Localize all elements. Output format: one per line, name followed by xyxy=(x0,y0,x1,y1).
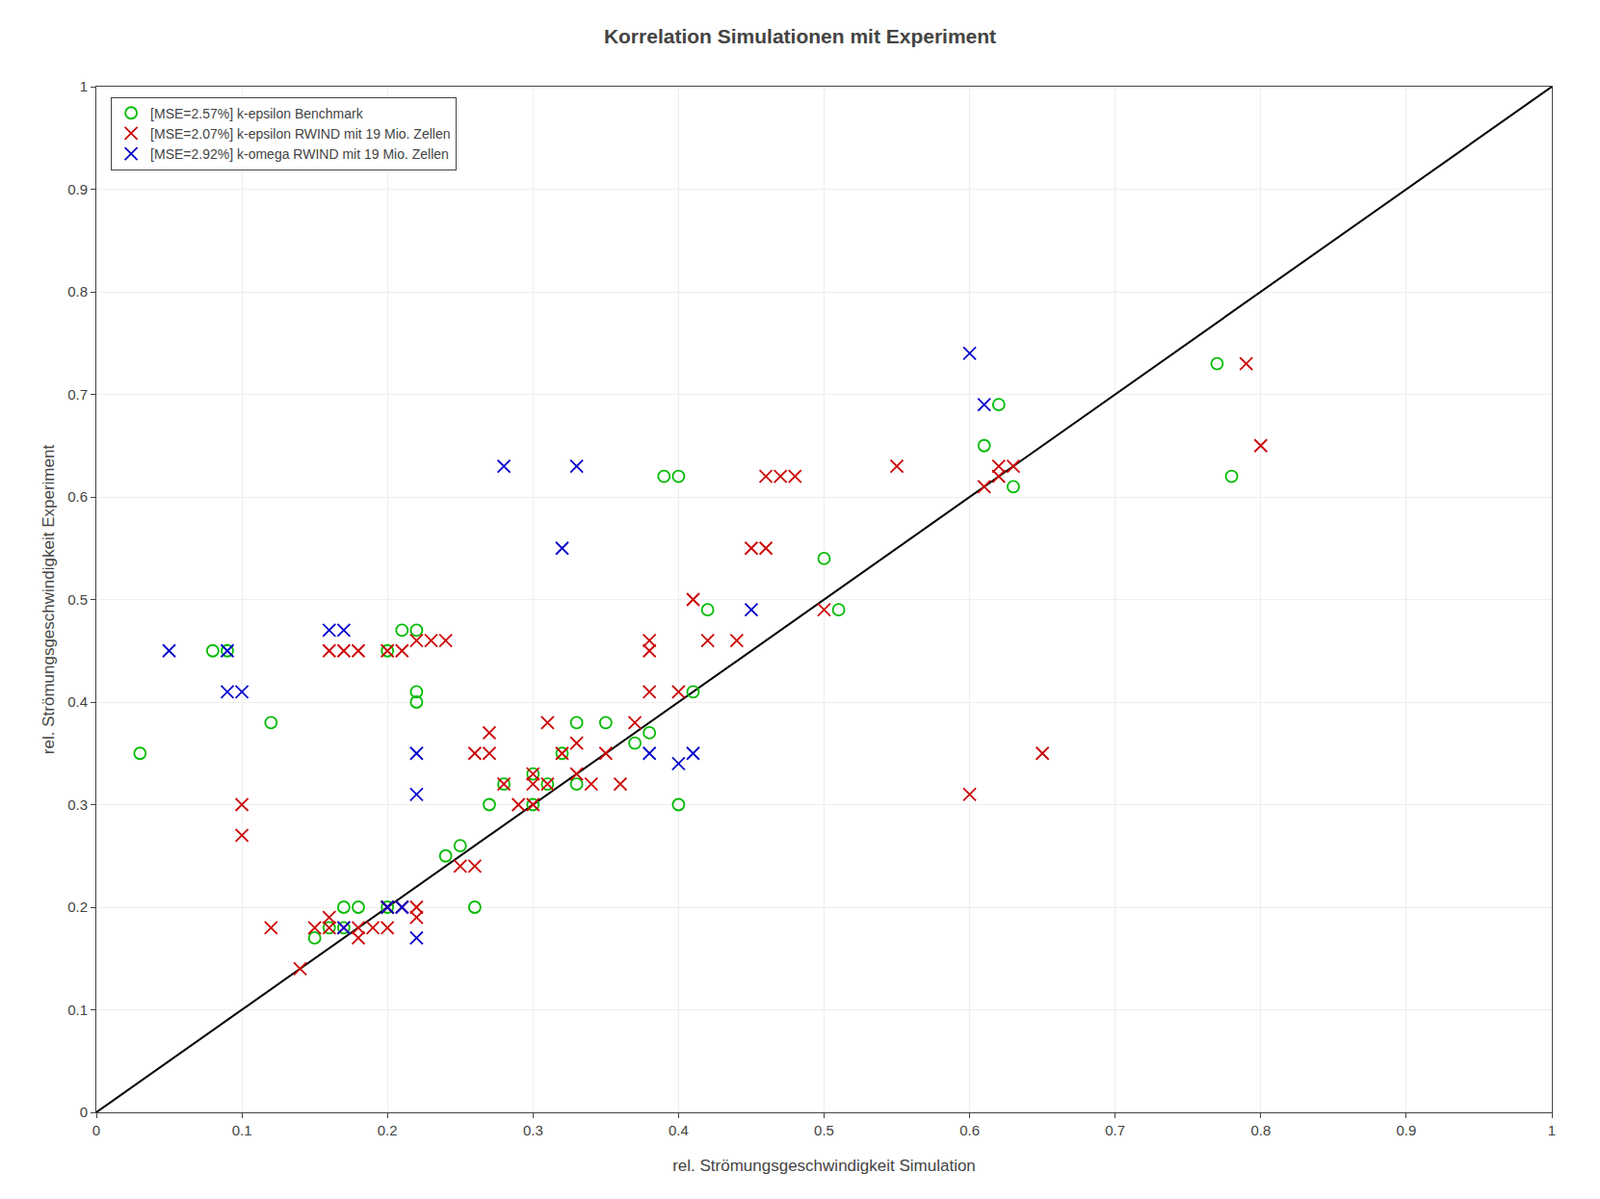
svg-text:0: 0 xyxy=(92,1122,101,1139)
svg-text:1: 1 xyxy=(79,78,88,95)
svg-text:0.9: 0.9 xyxy=(1395,1122,1417,1139)
svg-text:0.8: 0.8 xyxy=(1250,1122,1271,1139)
svg-text:0: 0 xyxy=(79,1103,88,1121)
svg-text:[MSE=2.07%] k-epsilon RWIND mi: [MSE=2.07%] k-epsilon RWIND mit 19 Mio. … xyxy=(150,126,450,142)
svg-text:0.1: 0.1 xyxy=(232,1122,253,1139)
svg-text:0.9: 0.9 xyxy=(67,181,88,198)
svg-text:0.6: 0.6 xyxy=(67,488,88,505)
svg-text:0.3: 0.3 xyxy=(67,796,88,814)
svg-text:0.7: 0.7 xyxy=(1104,1122,1126,1139)
svg-text:0.8: 0.8 xyxy=(67,283,88,300)
svg-text:0.1: 0.1 xyxy=(67,1001,88,1019)
svg-text:rel. Strömungsgeschwindigkeit: rel. Strömungsgeschwindigkeit Experiment xyxy=(39,445,58,756)
svg-text:0.5: 0.5 xyxy=(67,591,88,608)
svg-text:0.6: 0.6 xyxy=(959,1122,980,1139)
svg-text:1: 1 xyxy=(1547,1122,1556,1139)
svg-text:rel. Strömungsgeschwindigkeit: rel. Strömungsgeschwindigkeit Simulation xyxy=(672,1156,976,1176)
svg-text:Korrelation Simulationen mit E: Korrelation Simulationen mit Experiment xyxy=(603,25,997,48)
svg-text:0.2: 0.2 xyxy=(377,1122,398,1139)
svg-text:0.2: 0.2 xyxy=(67,898,88,916)
svg-text:0.7: 0.7 xyxy=(67,386,88,403)
svg-text:0.4: 0.4 xyxy=(668,1122,689,1139)
svg-text:[MSE=2.57%] k-epsilon Benchmar: [MSE=2.57%] k-epsilon Benchmark xyxy=(150,105,365,122)
svg-text:0.5: 0.5 xyxy=(813,1122,835,1139)
svg-text:0.4: 0.4 xyxy=(67,693,88,710)
svg-text:[MSE=2.92%] k-omega RWIND mit: [MSE=2.92%] k-omega RWIND mit 19 Mio. Ze… xyxy=(150,146,449,162)
svg-text:0.3: 0.3 xyxy=(523,1122,544,1139)
